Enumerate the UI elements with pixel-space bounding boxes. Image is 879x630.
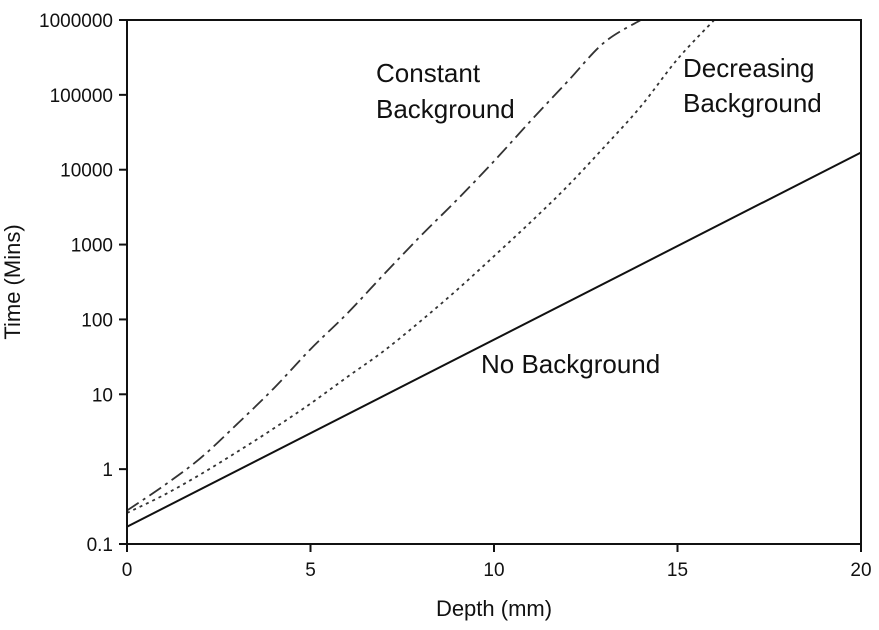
y-tick-label: 1000 (71, 236, 113, 257)
series-line-2 (127, 20, 715, 514)
y-tick-label: 1000000 (39, 11, 113, 32)
series-labels: Constant Background Decreasing Backgroun… (376, 53, 822, 379)
series-layer (127, 20, 861, 528)
x-tick-label: 10 (483, 560, 504, 581)
constant-background-label-line2: Background (376, 94, 515, 124)
series-line-3 (127, 151, 861, 528)
x-axis-title: Depth (mm) (436, 596, 552, 621)
x-tick-label: 5 (305, 560, 316, 581)
decreasing-background-label-line2: Background (683, 88, 822, 118)
y-axis-title: Time (Mins) (0, 224, 25, 339)
x-tick-label: 20 (850, 560, 871, 581)
no-background-label: No Background (481, 349, 660, 379)
x-axis: 0 5 10 15 20 (122, 544, 872, 581)
x-tick-label: 15 (667, 560, 688, 581)
y-tick-label: 100 (81, 310, 113, 331)
y-tick-label: 0.1 (87, 535, 113, 556)
y-tick-label: 10000 (60, 161, 113, 182)
y-tick-label: 100000 (50, 86, 113, 107)
y-tick-label: 1 (102, 460, 113, 481)
x-tick-label: 0 (122, 560, 133, 581)
y-axis: 0.1 1 10 100 1000 10000 100000 1000000 (39, 11, 127, 556)
y-tick-label: 10 (92, 385, 113, 406)
series-line-1 (127, 20, 642, 512)
decreasing-background-label-line1: Decreasing (683, 53, 815, 83)
constant-background-label-line1: Constant (376, 58, 481, 88)
